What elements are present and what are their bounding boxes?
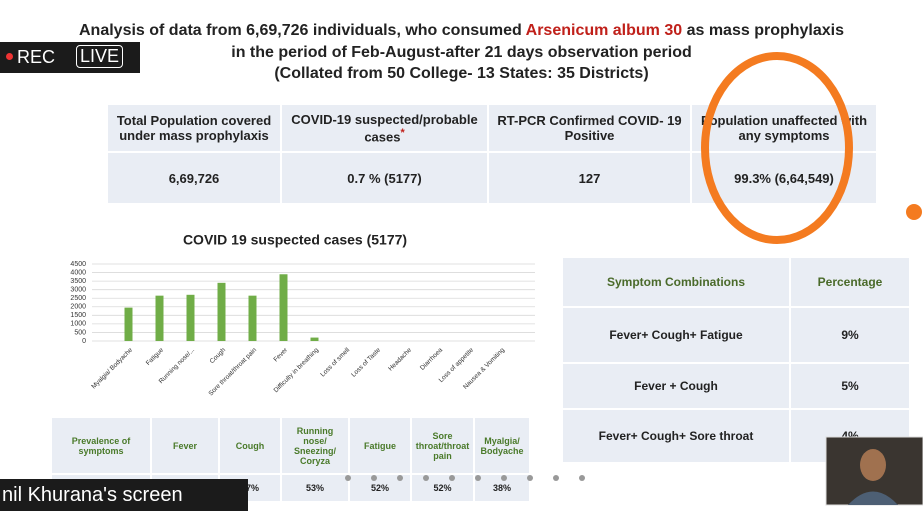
header-cell: Cough	[220, 418, 280, 473]
header-cell: Symptom Combinations	[563, 258, 789, 306]
x-tick-label: Fever	[272, 346, 289, 363]
header-cell: Total Population covered under mass prop…	[108, 105, 280, 151]
y-tick-label: 2500	[70, 295, 86, 302]
value-cell: 52%	[350, 475, 410, 501]
header-cell: RT-PCR Confirmed COVID- 19 Positive	[489, 105, 690, 151]
bar	[186, 294, 195, 341]
value-cell: Fever+ Cough+ Fatigue	[563, 308, 789, 362]
value-cell: 38%	[475, 475, 529, 501]
rec-dot	[6, 53, 13, 60]
header-cell: COVID-19 suspected/probable cases*	[282, 105, 487, 151]
bar	[248, 295, 257, 341]
y-tick-label: 4000	[70, 269, 86, 276]
x-tick-label: Loss of Taste	[350, 346, 382, 378]
x-tick-label: Diarrhoea	[419, 346, 444, 371]
chart-title: COVID 19 suspected cases (5177)	[183, 232, 407, 248]
header-cell: Prevalence of symptoms	[52, 418, 150, 473]
x-tick-label: Loss of smell	[319, 346, 351, 378]
x-tick-label: Myalgia/ Bodyache	[90, 346, 134, 390]
value-cell: 0.7 % (5177)	[282, 153, 487, 203]
bar	[310, 337, 319, 341]
bar	[155, 295, 164, 341]
x-tick-label: Cough	[209, 346, 228, 365]
header-text: Total Population covered under mass prop…	[116, 113, 272, 143]
header-cell: Myalgia/ Bodyache	[475, 418, 529, 473]
y-tick-label: 0	[82, 338, 86, 345]
bar	[217, 282, 226, 341]
y-tick-label: 3000	[70, 287, 86, 294]
y-tick-label: 1500	[70, 312, 86, 319]
y-tick-label: 1000	[70, 321, 86, 328]
screen-share-label: nil Khurana's screen	[0, 479, 248, 511]
bar	[124, 307, 133, 341]
symptom-table: Symptom Combinations Percentage Fever+ Cou…	[563, 258, 909, 462]
value-cell: 6,69,726	[108, 153, 280, 203]
header-text: Analysis of data from 6,69,726 individua…	[79, 22, 526, 39]
value-cell: 5%	[791, 364, 909, 408]
live-label: LIVE	[76, 45, 124, 68]
y-tick-label: 2000	[70, 304, 86, 311]
header-line: Analysis of data from 6,69,726 individua…	[0, 22, 923, 40]
header-text: Population unaffected with any symptoms	[700, 113, 868, 143]
value-cell: Fever+ Cough+ Sore throat	[563, 410, 789, 462]
value-cell: Fever + Cough	[563, 364, 789, 408]
header-cell: Running nose/ Sneezing/ Coryza	[282, 418, 348, 473]
value-cell: 9%	[791, 308, 909, 362]
header-text: as mass prophylaxis	[682, 22, 844, 39]
value-cell: 52%	[412, 475, 473, 501]
bar	[279, 274, 288, 341]
header-cell: Fatigue	[350, 418, 410, 473]
summary-table: Total Population covered under mass prop…	[108, 105, 876, 203]
header-cell: Population unaffected with any symptoms	[692, 105, 876, 151]
value-cell: 4%	[791, 410, 909, 462]
x-tick-label: Fatigue	[145, 346, 166, 367]
header-text: RT-PCR Confirmed COVID- 19 Positive	[497, 113, 682, 143]
y-tick-label: 4500	[70, 261, 86, 268]
header-line: (Collated from 50 College- 13 States: 35…	[274, 65, 649, 82]
value-cell: 99.3% (6,64,549)	[692, 153, 876, 203]
header-cell: Percentage	[791, 258, 909, 306]
x-tick-label: Headache	[387, 346, 413, 372]
footnote-mark: *	[400, 126, 405, 139]
header-cell: Sore throat/throat pain	[412, 418, 473, 473]
y-tick-label: 3500	[70, 278, 86, 285]
header-cell: Fever	[152, 418, 218, 473]
header-highlight: Arsenicum album 30	[525, 22, 683, 39]
rec-bar: REC LIVE	[0, 42, 140, 73]
header-line: in the period of Feb-August-after 21 day…	[231, 44, 692, 61]
y-tick-label: 500	[74, 329, 86, 336]
value-cell: 127	[489, 153, 690, 203]
rec-label: REC	[17, 47, 56, 67]
value-cell: 53%	[282, 475, 348, 501]
header-text: COVID-19 suspected/probable cases*	[291, 111, 478, 145]
